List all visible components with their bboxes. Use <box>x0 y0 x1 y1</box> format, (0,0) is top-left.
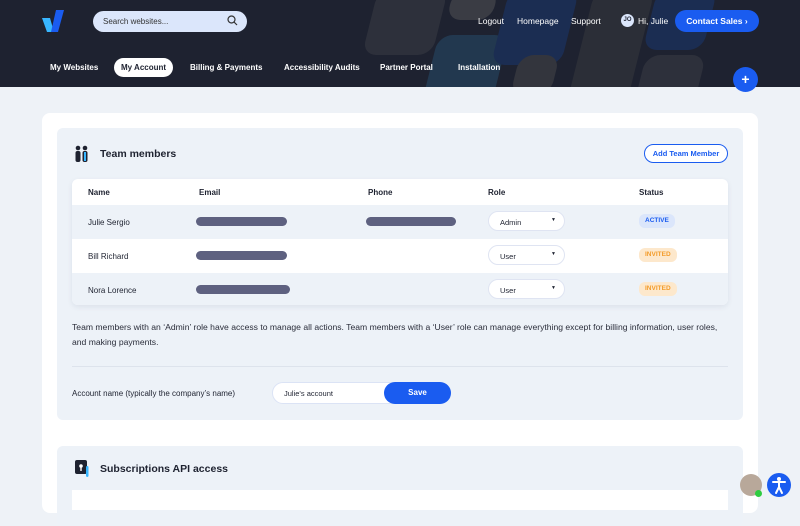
member-name: Bill Richard <box>88 252 129 261</box>
tab-installation[interactable]: Installation <box>458 63 501 72</box>
caret-down-icon: ▼ <box>551 251 556 257</box>
account-name-label: Account name (typically the company’s na… <box>72 389 236 398</box>
search-icon[interactable] <box>227 15 238 28</box>
redacted-phone <box>366 217 456 226</box>
status-badge: INVITED <box>639 248 677 262</box>
tab-billing-payments[interactable]: Billing & Payments <box>190 63 263 72</box>
api-content <box>72 490 728 510</box>
homepage-link[interactable]: Homepage <box>517 16 559 26</box>
avatar[interactable]: JO <box>621 14 634 27</box>
status-badge: ACTIVE <box>639 214 675 228</box>
support-link[interactable]: Support <box>571 16 601 26</box>
user-greeting[interactable]: Hi, Julie <box>638 16 669 26</box>
add-team-member-button[interactable]: Add Team Member <box>644 144 728 163</box>
contact-sales-button[interactable]: Contact Sales › <box>675 10 759 32</box>
api-access-panel: Subscriptions API access <box>57 446 743 526</box>
tab-my-account[interactable]: My Account <box>114 58 174 77</box>
online-indicator <box>755 490 762 497</box>
panel-title: Subscriptions API access <box>100 463 228 475</box>
roles-description: Team members with an ‘Admin’ role have a… <box>72 322 718 347</box>
redacted-email <box>196 217 287 226</box>
search-input[interactable]: Search websites... <box>93 11 247 32</box>
tab-partner-portal[interactable]: Partner Portal <box>380 63 433 72</box>
logout-link[interactable]: Logout <box>478 16 504 26</box>
contact-sales-label: Contact Sales <box>686 16 743 26</box>
key-lock-icon <box>75 460 89 483</box>
logo-icon[interactable] <box>42 10 68 39</box>
col-name: Name <box>88 188 110 197</box>
tab-accessibility-audits[interactable]: Accessibility Audits <box>284 63 360 72</box>
col-phone: Phone <box>368 188 393 197</box>
accessibility-icon[interactable] <box>767 473 791 497</box>
role-select[interactable]: User ▼ <box>488 279 565 299</box>
save-button[interactable]: Save <box>384 382 451 404</box>
team-members-panel: Team members Add Team Member Name Email … <box>57 128 743 420</box>
add-button[interactable]: + <box>733 67 758 92</box>
role-value: Admin <box>500 218 522 227</box>
account-name-input[interactable]: Julie's account <box>272 382 402 404</box>
role-value: User <box>500 252 516 261</box>
table-row: Nora Lorence User ▼ INVITED <box>72 273 728 305</box>
role-select[interactable]: User ▼ <box>488 245 565 265</box>
table-row: Julie Sergio Admin ▼ ACTIVE <box>72 205 728 239</box>
top-header: Search websites... Logout Homepage Suppo… <box>0 0 800 87</box>
member-name: Julie Sergio <box>88 218 130 227</box>
redacted-email <box>196 285 290 294</box>
caret-down-icon: ▼ <box>551 285 556 291</box>
col-role: Role <box>488 188 506 197</box>
search-placeholder: Search websites... <box>103 17 169 26</box>
col-email: Email <box>199 188 221 197</box>
team-icon <box>75 145 89 168</box>
role-select[interactable]: Admin ▼ <box>488 211 565 231</box>
role-value: User <box>500 286 516 295</box>
panel-title: Team members <box>100 148 177 160</box>
col-status: Status <box>639 188 664 197</box>
team-table: Name Email Phone Role Status Julie Sergi… <box>72 179 728 305</box>
account-card: Team members Add Team Member Name Email … <box>42 113 758 526</box>
chevron-right-icon: › <box>744 16 748 26</box>
tab-my-websites[interactable]: My Websites <box>50 63 99 72</box>
member-name: Nora Lorence <box>88 286 137 295</box>
redacted-email <box>196 251 287 260</box>
table-row: Bill Richard User ▼ INVITED <box>72 239 728 273</box>
divider <box>72 366 728 367</box>
caret-down-icon: ▼ <box>551 217 556 223</box>
status-badge: INVITED <box>639 282 677 296</box>
table-header: Name Email Phone Role Status <box>72 179 728 205</box>
